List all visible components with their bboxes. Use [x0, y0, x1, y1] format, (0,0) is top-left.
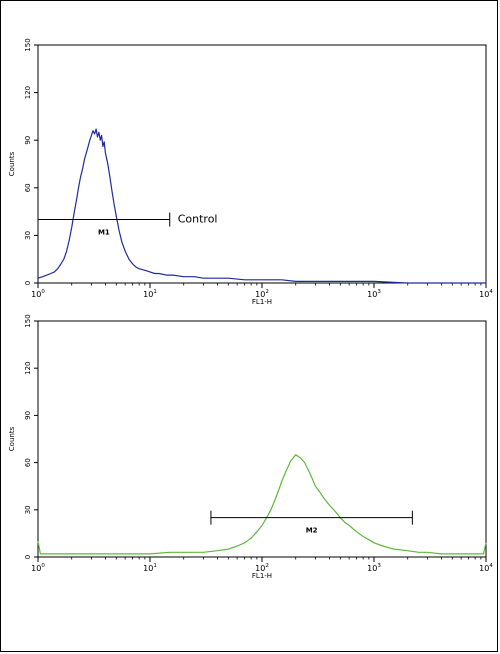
x-tick-label: 102 [255, 563, 269, 573]
y-tick-label: 120 [24, 362, 32, 375]
y-tick-label: 150 [24, 38, 32, 51]
y-tick-label: 60 [24, 183, 32, 192]
y-tick-label: 90 [24, 136, 32, 145]
x-tick-label: 104 [479, 289, 493, 299]
histogram-trace-1 [37, 454, 487, 555]
y-tick-label: 150 [24, 314, 32, 327]
histogram-panel-2: 0 30 60 90 120 150 Counts 100 101 102 103 104 FL1-H M… [8, 314, 493, 580]
y-tick-label: 120 [24, 86, 32, 99]
y-tick-label: 0 [24, 555, 32, 559]
x-tick-label: 103 [367, 563, 381, 573]
y-tick-label: 30 [24, 231, 32, 240]
y-tick-label: 0 [24, 281, 32, 285]
y-tick-label: 30 [24, 505, 32, 514]
y-tick-label: 60 [24, 458, 32, 467]
x-tick-label: 100 [31, 289, 45, 299]
plot-area-frame [37, 44, 487, 284]
gate-label: M2 [306, 527, 318, 535]
y-axis-label: Counts [8, 151, 16, 176]
x-tick-label: 104 [479, 563, 493, 573]
histogram-trace-1 [37, 128, 486, 284]
x-axis-label: FL1-H [252, 572, 272, 580]
plot-area-frame [37, 320, 487, 558]
control-annotation: Control [178, 213, 218, 226]
histogram-panel-1: 0 30 60 90 120 150 Counts 100 101 102 103 104 FL1-H M… [8, 38, 493, 306]
gate-label: M1 [98, 229, 110, 237]
x-tick-label: 101 [143, 289, 157, 299]
x-tick-label: 101 [143, 563, 157, 573]
x-tick-label: 103 [367, 289, 381, 299]
x-axis-label: FL1-H [252, 298, 272, 306]
x-tick-label: 100 [31, 563, 45, 573]
y-tick-label: 90 [24, 411, 32, 420]
x-tick-label: 102 [255, 289, 269, 299]
y-axis-label: Counts [8, 426, 16, 451]
